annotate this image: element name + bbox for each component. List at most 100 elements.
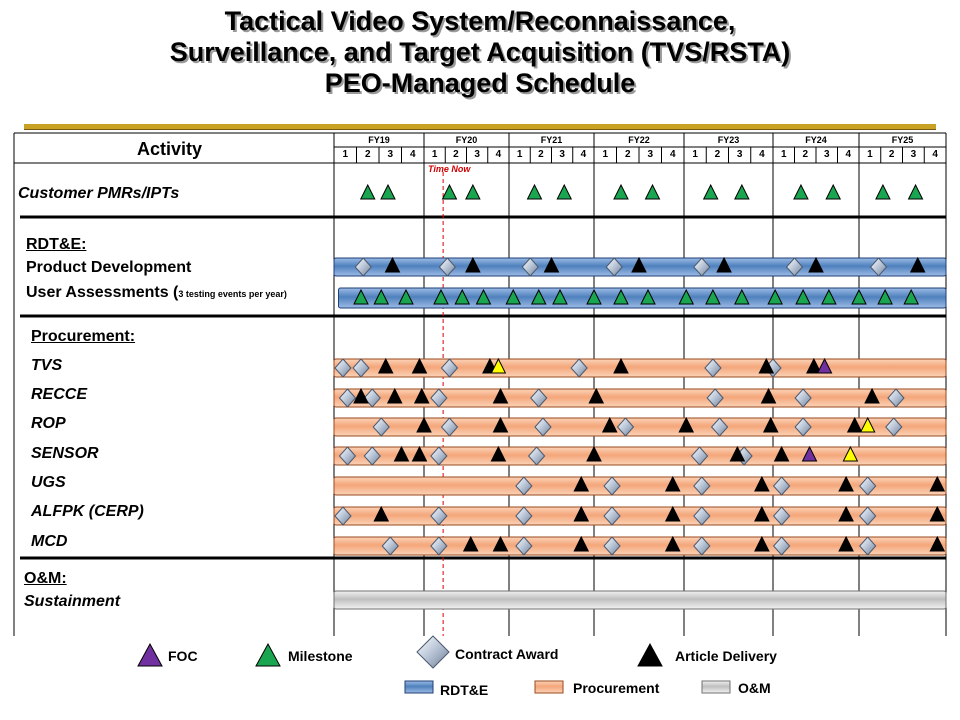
contract-award-marker <box>885 417 903 437</box>
quarter-label: 1 <box>692 149 698 160</box>
article-delivery-marker <box>353 387 369 404</box>
quarter-label: 1 <box>867 149 873 160</box>
quarter-label: 3 <box>823 149 830 160</box>
contract-award-marker <box>859 476 877 496</box>
milestone-marker <box>433 288 449 305</box>
article-delivery-marker <box>588 387 605 404</box>
article-delivery-marker <box>386 387 403 404</box>
quarter-label: 3 <box>736 149 743 160</box>
article-delivery-marker <box>573 475 590 492</box>
contract-award-marker <box>785 257 804 277</box>
title-line-1: Tactical Video System/Reconnaissance, <box>224 6 736 36</box>
schedule-bar <box>333 446 947 466</box>
quarter-label: 1 <box>431 149 438 160</box>
contract-award-marker <box>887 388 905 408</box>
contract-award-marker <box>772 476 791 496</box>
yellow-milestone-marker <box>842 445 859 462</box>
contract-award-marker <box>352 358 370 378</box>
schedule-bar <box>333 358 947 378</box>
article-delivery-marker <box>729 445 746 462</box>
row-sustainment: Sustainment <box>24 593 121 610</box>
milestone-marker <box>734 288 750 305</box>
milestone-marker <box>380 183 396 200</box>
milestone-marker <box>613 288 629 305</box>
article-delivery-marker <box>864 387 880 404</box>
milestone-marker <box>875 183 891 200</box>
article-delivery-marker <box>411 357 428 374</box>
article-delivery-marker <box>664 475 681 492</box>
article-delivery-marker <box>601 416 618 433</box>
article-delivery-marker <box>465 256 481 273</box>
article-delivery-marker <box>754 505 770 522</box>
quarter-label: 2 <box>802 149 809 160</box>
milestone-marker <box>793 183 809 200</box>
milestone-marker <box>465 183 481 200</box>
schedule-bar <box>333 476 947 496</box>
contract-award-marker <box>603 536 621 556</box>
fy-label: FY24 <box>805 135 827 145</box>
contract-award-marker <box>527 446 546 466</box>
row-recce: RECCE <box>31 386 88 403</box>
fy-label: FY25 <box>891 135 914 145</box>
quarter-label: 4 <box>932 149 938 160</box>
article-delivery-marker <box>384 256 401 273</box>
milestone-marker <box>678 288 695 305</box>
quarter-label: 4 <box>759 149 765 160</box>
contract-award-marker <box>372 417 390 437</box>
title-rule <box>24 124 936 130</box>
row-procurement-heading: Procurement: <box>31 328 136 345</box>
contract-award-marker <box>438 257 457 277</box>
article-delivery-marker <box>377 357 394 374</box>
quarter-label: 2 <box>624 149 631 160</box>
quarter-label: 4 <box>580 149 587 160</box>
contract-award-marker <box>430 388 448 408</box>
milestone-marker <box>767 288 783 305</box>
contract-award-marker <box>334 506 352 526</box>
row-om-heading: O&M: <box>24 570 67 587</box>
article-delivery-marker <box>846 416 863 433</box>
contract-award-marker <box>530 388 548 408</box>
foc-marker <box>801 445 818 462</box>
row-rop: ROP <box>31 415 66 432</box>
row-mcd: MCD <box>31 533 68 550</box>
quarter-label: 2 <box>453 149 459 160</box>
legend-milestone: Milestone <box>288 648 353 664</box>
milestone-marker <box>475 288 492 305</box>
article-delivery-marker <box>492 416 509 433</box>
article-delivery-marker <box>413 387 430 404</box>
article-delivery-marker <box>909 256 926 273</box>
article-delivery-marker <box>586 445 602 462</box>
legend-om: O&M <box>738 680 771 696</box>
quarter-label: 2 <box>364 149 371 160</box>
legend-contract-award-icon <box>416 635 450 669</box>
contract-award-marker <box>430 536 448 556</box>
milestone-marker <box>373 288 390 305</box>
contract-award-marker <box>440 417 459 437</box>
milestone-marker <box>359 183 376 200</box>
milestone-marker <box>552 288 568 305</box>
milestone-marker <box>586 288 602 305</box>
contract-award-marker <box>710 417 729 437</box>
legend-om-swatch <box>701 680 731 694</box>
milestone-marker <box>821 288 837 305</box>
milestone-marker <box>734 183 750 200</box>
article-delivery-marker <box>806 357 822 374</box>
article-delivery-marker <box>716 256 732 273</box>
contract-award-marker <box>515 476 533 496</box>
milestone-marker <box>851 288 867 305</box>
contract-award-marker <box>381 536 399 556</box>
contract-award-marker <box>534 417 552 437</box>
time-now-label: Time Now <box>428 164 471 174</box>
article-delivery-marker <box>411 445 428 462</box>
quarter-label: 3 <box>910 149 917 160</box>
milestone-marker <box>907 183 924 200</box>
contract-award-marker <box>338 446 357 466</box>
user-assess-label: User Assessments ( <box>26 284 179 301</box>
article-delivery-marker <box>631 256 647 273</box>
milestone-marker <box>353 288 369 305</box>
quarter-label: 1 <box>602 149 609 160</box>
contract-award-marker <box>693 536 711 556</box>
contract-award-marker <box>430 446 448 466</box>
quarter-label: 2 <box>538 149 544 160</box>
